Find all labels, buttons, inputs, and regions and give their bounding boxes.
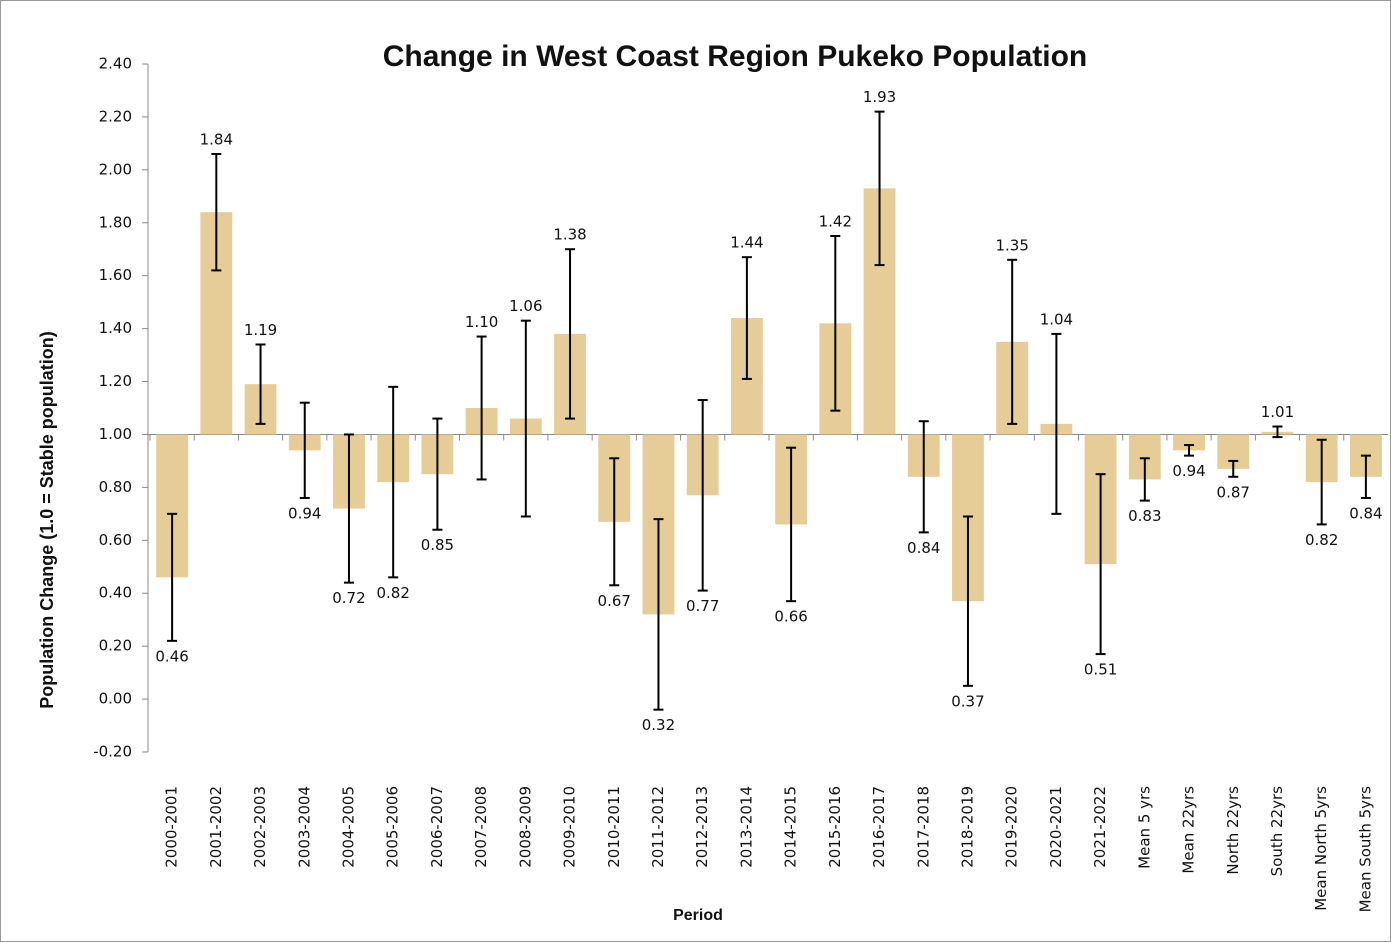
- y-tick-label: 1.20: [99, 372, 132, 390]
- x-tick-label: South 22yrs: [1268, 786, 1286, 876]
- bar: [1173, 434, 1205, 451]
- data-label: 1.44: [730, 234, 763, 252]
- x-tick-label: 2006-2007: [428, 786, 446, 868]
- x-tick-label: Mean South 5yrs: [1356, 786, 1374, 913]
- x-tick-label: Mean 22yrs: [1180, 786, 1198, 874]
- y-tick-label: 0.00: [99, 690, 132, 708]
- x-tick-label: 2016-2017: [870, 786, 888, 868]
- x-tick-label: 2008-2009: [516, 786, 534, 868]
- chart-title: Change in West Coast Region Pukeko Popul…: [383, 40, 1088, 73]
- data-label: 1.06: [509, 297, 542, 315]
- data-label: 1.04: [1040, 310, 1073, 328]
- x-tick-label: 2014-2015: [782, 786, 800, 868]
- data-label: 0.83: [1128, 507, 1161, 525]
- data-label: 1.19: [244, 321, 277, 339]
- data-label: 1.93: [863, 88, 896, 106]
- data-label: 0.67: [598, 592, 631, 610]
- data-label: 0.37: [951, 692, 984, 710]
- y-tick-label: 1.00: [99, 425, 132, 443]
- data-label: 1.84: [200, 130, 233, 148]
- data-label: 0.84: [1349, 504, 1382, 522]
- data-label: 1.10: [465, 313, 498, 331]
- x-tick-label: 2010-2011: [605, 786, 623, 868]
- x-tick-label: 2005-2006: [384, 786, 402, 868]
- x-tick-label: 2011-2012: [649, 786, 667, 868]
- data-label: 0.82: [376, 584, 409, 602]
- y-tick-label: -0.20: [93, 743, 132, 761]
- x-tick-label: 2021-2022: [1091, 786, 1109, 868]
- y-axis-title: Population Change (1.0 = Stable populati…: [37, 331, 57, 709]
- y-tick-label: 2.20: [99, 107, 132, 125]
- x-tick-label: 2000-2001: [163, 786, 181, 868]
- x-tick-label: 2003-2004: [295, 786, 313, 868]
- x-tick-label: 2002-2003: [251, 786, 269, 868]
- data-label: 1.42: [819, 213, 852, 231]
- data-label: 0.94: [1172, 462, 1205, 480]
- x-tick-label: 2015-2016: [826, 786, 844, 868]
- y-tick-label: 0.20: [99, 637, 132, 655]
- data-label: 1.35: [995, 236, 1028, 254]
- x-tick-label: 2017-2018: [914, 786, 932, 868]
- data-label: 0.51: [1084, 661, 1117, 679]
- data-label: 0.87: [1217, 483, 1250, 501]
- data-label: 1.38: [553, 226, 586, 244]
- x-axis-title: Period: [673, 907, 723, 924]
- data-label: 1.01: [1261, 403, 1294, 421]
- x-tick-label: 2007-2008: [472, 786, 490, 868]
- x-tick-label: 2019-2020: [1003, 786, 1021, 868]
- data-label: 0.94: [288, 504, 321, 522]
- data-label: 0.32: [642, 716, 675, 734]
- x-tick-label: 2001-2002: [207, 786, 225, 868]
- y-tick-label: 0.80: [99, 478, 132, 496]
- data-label: 0.72: [332, 589, 365, 607]
- x-tick-label: Mean 5 yrs: [1135, 786, 1153, 869]
- data-label: 0.82: [1305, 531, 1338, 549]
- x-tick-label: 2004-2005: [339, 786, 357, 868]
- data-label: 0.77: [686, 597, 719, 615]
- y-tick-label: 2.00: [99, 160, 132, 178]
- data-label: 0.46: [155, 647, 188, 665]
- data-label: 0.84: [907, 539, 940, 557]
- y-tick-label: 0.40: [99, 584, 132, 602]
- y-tick-label: 1.60: [99, 266, 132, 284]
- data-label: 0.85: [421, 536, 454, 554]
- x-tick-label: 2018-2019: [958, 786, 976, 868]
- x-tick-label: 2012-2013: [693, 786, 711, 868]
- y-tick-label: 2.40: [99, 55, 132, 73]
- x-tick-label: 2013-2014: [737, 786, 755, 868]
- x-tick-label: 2020-2021: [1047, 786, 1065, 868]
- y-tick-label: 0.60: [99, 531, 132, 549]
- x-tick-label: North 22yrs: [1224, 786, 1242, 875]
- data-label: 0.66: [774, 608, 807, 626]
- x-tick-label: 2009-2010: [561, 786, 579, 868]
- x-tick-label: Mean North 5yrs: [1312, 786, 1330, 911]
- y-tick-label: 1.80: [99, 213, 132, 231]
- y-tick-label: 1.40: [99, 319, 132, 337]
